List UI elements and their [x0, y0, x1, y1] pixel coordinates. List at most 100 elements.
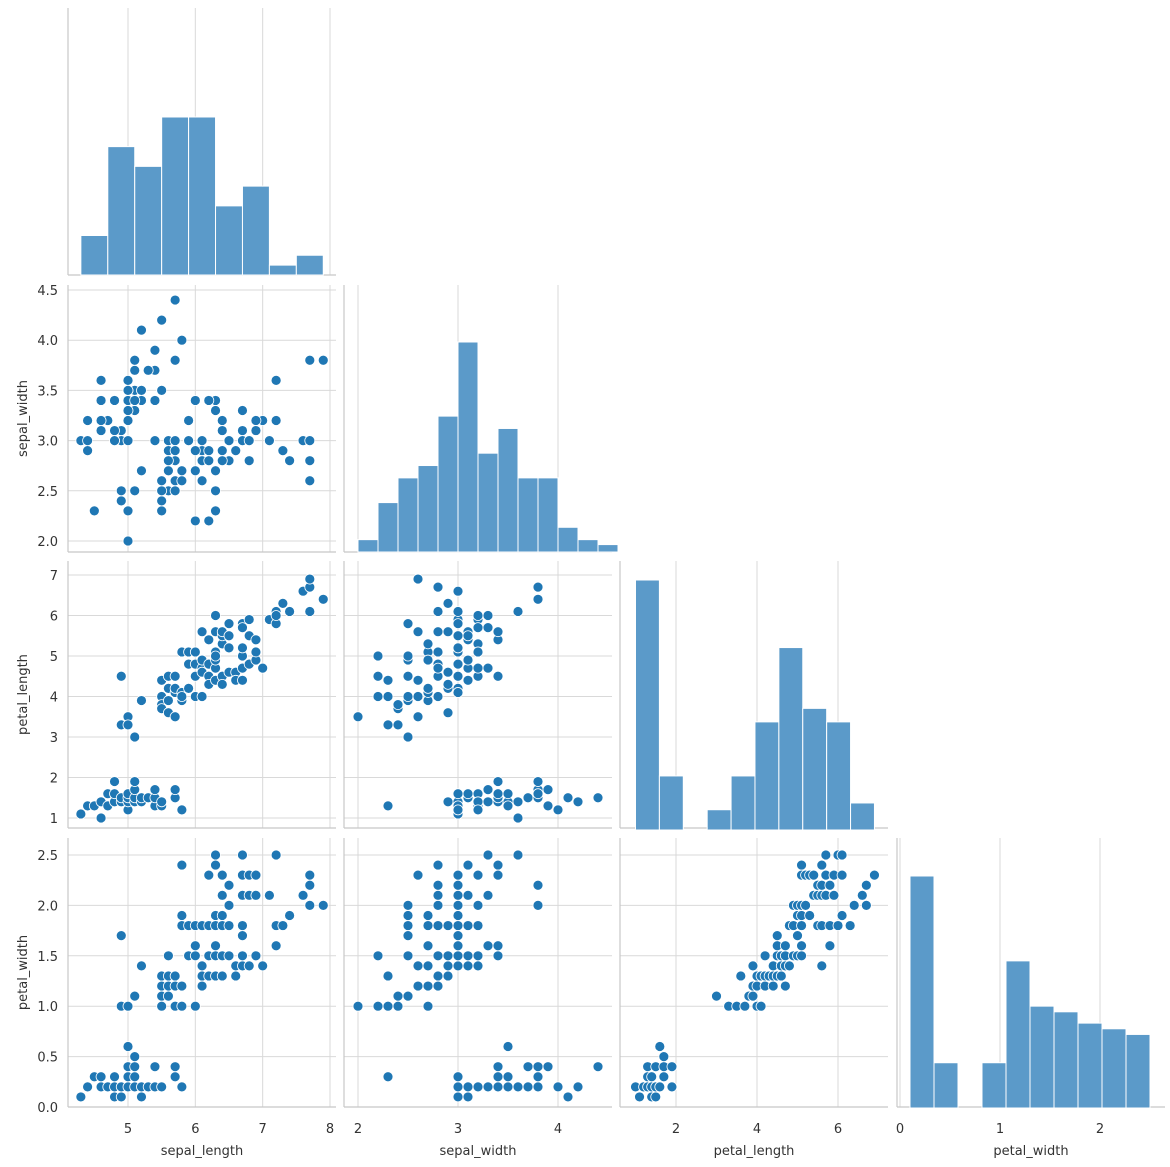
scatter-point	[482, 796, 494, 808]
scatter-point	[392, 1000, 404, 1012]
scatter-point	[482, 784, 494, 796]
y-tick-label: 2.0	[37, 535, 58, 550]
histogram-bar	[1053, 1011, 1079, 1109]
scatter-point	[542, 800, 554, 812]
scatter-point	[462, 920, 474, 931]
scatter-point	[796, 859, 807, 871]
panel-sepal_width-vs-sepal_length: 2.0 2.5 3.0 3.5 4.0 4.5 sepal_width	[16, 284, 336, 553]
histogram-bar	[802, 707, 828, 831]
scatter-point	[169, 435, 181, 447]
scatter-point	[492, 776, 504, 787]
scatter-point	[304, 900, 316, 911]
scatter-point	[216, 678, 228, 690]
scatter-point	[532, 1061, 544, 1073]
scatter-point	[250, 869, 262, 881]
y-tick-label: 1	[50, 812, 58, 827]
scatter-point	[452, 879, 464, 891]
scatter-point	[422, 980, 434, 992]
histogram-bar	[497, 427, 519, 553]
x-tick-label: 0	[896, 1122, 904, 1137]
scatter-point	[183, 435, 195, 447]
scatter-point	[422, 940, 434, 952]
scatter-point	[482, 1081, 494, 1093]
scatter-point	[317, 354, 329, 366]
scatter-point	[562, 792, 574, 804]
histogram-bar	[778, 647, 804, 831]
panel-hist-petal_length	[619, 561, 888, 831]
scatter-point	[542, 1061, 554, 1073]
scatter-point	[196, 960, 208, 972]
scatter-point	[412, 869, 424, 881]
scatter-point	[176, 465, 188, 477]
histogram-bar	[933, 1062, 959, 1109]
scatter-point	[136, 960, 147, 972]
histogram-bar	[241, 185, 270, 276]
scatter-point	[176, 980, 188, 992]
histogram-bar	[909, 875, 935, 1109]
histogram-bar	[80, 235, 109, 276]
scatter-point	[237, 622, 248, 634]
scatter-point	[432, 920, 444, 931]
x-tick-label: 5	[124, 1122, 132, 1137]
scatter-point	[402, 670, 414, 682]
scatter-point	[95, 374, 107, 386]
scatter-point	[115, 495, 127, 507]
scatter-point	[824, 940, 836, 952]
scatter-point	[136, 384, 147, 396]
histogram-bar	[215, 205, 243, 276]
scatter-point	[149, 435, 161, 447]
histogram-bar	[1101, 1028, 1127, 1109]
scatter-point	[169, 294, 181, 306]
scatter-point	[442, 920, 454, 931]
scatter-point	[412, 674, 424, 686]
histogram-bar	[417, 465, 439, 553]
scatter-point	[779, 980, 791, 992]
x-tick-label: 2	[1096, 1122, 1104, 1137]
scatter-point	[210, 485, 221, 497]
scatter-point	[263, 435, 275, 447]
y-tick-label: 3	[50, 731, 58, 746]
scatter-point	[156, 475, 168, 487]
scatter-point	[711, 990, 722, 1002]
scatter-point	[432, 626, 444, 638]
scatter-point	[136, 324, 147, 336]
scatter-point	[176, 1081, 188, 1093]
scatter-point	[189, 950, 201, 962]
scatter-point	[284, 455, 296, 467]
scatter-point	[382, 1071, 394, 1083]
scatter-point	[666, 1061, 678, 1073]
scatter-point	[176, 475, 188, 487]
scatter-point	[297, 889, 309, 901]
scatter-point	[88, 505, 100, 517]
scatter-point	[149, 395, 161, 406]
scatter-point	[532, 788, 544, 800]
scatter-point	[482, 662, 494, 674]
scatter-point	[402, 900, 414, 911]
scatter-point	[800, 900, 811, 911]
x-tick-label: 4	[753, 1122, 761, 1137]
scatter-point	[203, 869, 215, 881]
scatter-point	[512, 796, 524, 808]
scatter-point	[462, 674, 474, 686]
scatter-point	[243, 455, 255, 467]
scatter-point	[156, 1081, 168, 1093]
scatter-point	[402, 650, 414, 662]
scatter-point	[412, 691, 424, 702]
panel-petal_length-vs-sepal_width	[343, 561, 612, 829]
scatter-point	[442, 707, 454, 719]
scatter-point	[512, 606, 524, 617]
scatter-point	[189, 515, 201, 527]
histogram-bar	[457, 341, 479, 553]
scatter-point	[860, 879, 872, 891]
scatter-point	[122, 374, 134, 386]
scatter-point	[820, 849, 832, 861]
x-tick-label: 6	[834, 1122, 842, 1137]
y-tick-label: 1.0	[37, 1000, 58, 1015]
y-tick-label: 1.5	[37, 950, 58, 965]
scatter-point	[216, 869, 228, 881]
scatter-point	[472, 662, 484, 674]
scatter-point	[176, 1000, 188, 1012]
scatter-point	[816, 960, 828, 972]
scatter-point	[452, 1081, 464, 1093]
scatter-point	[804, 910, 816, 921]
